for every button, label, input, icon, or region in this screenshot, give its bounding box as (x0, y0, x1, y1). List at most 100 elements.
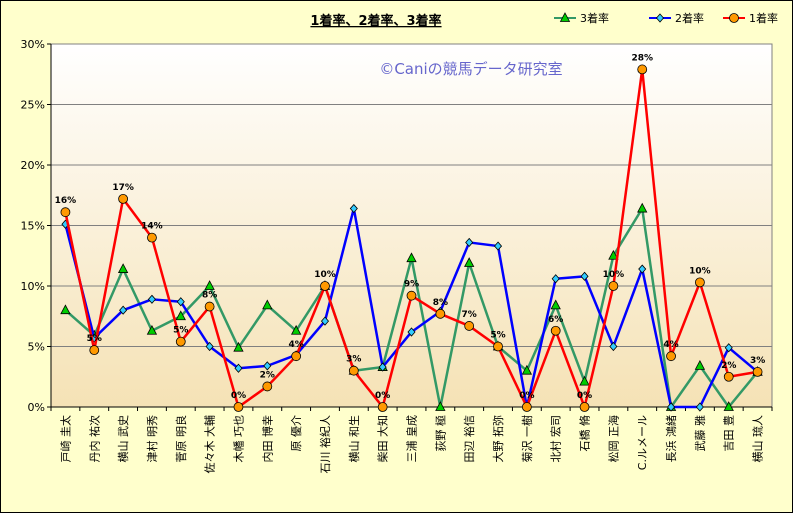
point-2nd (349, 203, 358, 214)
series-layer (60, 64, 763, 412)
data-label: 5% (173, 326, 188, 336)
data-label: 8% (433, 298, 448, 308)
point-1st (291, 351, 302, 362)
data-labels: 16% 5% 17% 14% 5% 8% 0% 2% 4% 10% 3% 0% 9% 8% 7% 5% 0% 6%… (55, 53, 766, 401)
data-label: 28% (631, 53, 653, 63)
point-3rd (60, 304, 71, 315)
point-3rd (464, 257, 475, 267)
point-1st (348, 365, 359, 376)
point-1st (723, 371, 734, 382)
point-3rd (406, 252, 417, 263)
x-tick-label: 三浦 皇成 (405, 415, 419, 463)
y-tick-label: 0% (28, 401, 45, 414)
point-2nd (234, 363, 243, 373)
point-1st (464, 321, 475, 331)
legend-label: 3着率 (580, 11, 609, 25)
y-tick-label: 15% (21, 220, 45, 233)
point-3rd (723, 401, 734, 411)
data-label: 4% (288, 340, 303, 350)
x-tick-label: 戸崎 圭太 (58, 415, 72, 463)
x-tick-label: 柴田 大知 (376, 415, 390, 463)
data-label: 10% (314, 270, 336, 280)
point-3rd (550, 299, 561, 310)
legend-label: 2着率 (675, 11, 704, 25)
point-1st (147, 232, 157, 243)
data-label: 16% (55, 196, 77, 206)
data-label: 8% (202, 291, 217, 301)
point-3rd (435, 401, 446, 411)
point-3rd (262, 299, 273, 310)
x-tick-label: 北村 宏司 (549, 415, 563, 463)
legend-marker (655, 13, 665, 23)
x-tick-label: 石橋 脩 (578, 415, 592, 452)
x-tick-label: 大野 拓弥 (491, 415, 505, 463)
x-axis: 戸崎 圭太 丹内 祐次 横山 武史 津村 明秀 菅原 明良 佐々木 大輔 木幡 巧也 内田 博… (50, 406, 773, 474)
y-tick-label: 5% (28, 341, 45, 354)
point-1st (233, 402, 244, 412)
point-1st (550, 325, 561, 336)
point-3rd (521, 364, 533, 375)
data-label: 9% (404, 280, 419, 290)
point-2nd (695, 402, 704, 412)
data-label: 10% (603, 270, 625, 280)
y-tick-label: 10% (21, 280, 45, 293)
data-label: 0% (577, 391, 592, 401)
point-3rd (694, 360, 706, 370)
point-1st (521, 402, 532, 412)
point-1st (377, 402, 388, 412)
data-label: 14% (141, 222, 163, 232)
data-label: 2% (260, 370, 275, 380)
x-tick-label: 石川 裕紀人 (319, 415, 332, 474)
point-3rd (146, 324, 158, 335)
data-label: 0% (375, 391, 390, 401)
point-1st (204, 301, 215, 312)
x-tick-label: 長浜 鴻緒 (664, 415, 678, 463)
series-1着率 (60, 64, 763, 412)
x-tick-label: 菅原 明良 (174, 415, 188, 463)
point-1st (406, 290, 417, 301)
data-label: 0% (231, 391, 246, 401)
point-3rd (233, 341, 244, 352)
point-1st (320, 281, 330, 291)
data-label: 4% (663, 340, 678, 350)
x-tick-label: 田辺 裕信 (463, 415, 476, 463)
x-tick-label: 松岡 正海 (606, 415, 620, 463)
x-tick-label: 丹内 祐次 (87, 415, 101, 463)
point-1st (262, 381, 273, 392)
point-2nd (119, 305, 128, 315)
legend: 3着率 2着率 1着率 (554, 11, 778, 25)
y-tick-label: 20% (21, 159, 45, 172)
point-1st (637, 64, 648, 75)
data-label: 3% (750, 356, 765, 366)
legend-label: 1着率 (749, 11, 778, 25)
point-1st (89, 345, 100, 356)
point-2nd (667, 402, 676, 412)
data-label: 10% (689, 266, 711, 276)
point-2nd (724, 343, 733, 353)
point-1st (118, 193, 128, 204)
point-1st (435, 308, 446, 319)
x-tick-label: 吉田 豊 (723, 415, 736, 452)
x-tick-label: 津村 明秀 (145, 415, 159, 463)
x-tick-label: 内田 博幸 (260, 415, 274, 463)
point-1st (175, 336, 186, 347)
x-tick-label: 横山 武史 (116, 415, 130, 463)
point-1st (493, 341, 503, 352)
data-label: 17% (112, 183, 134, 193)
x-tick-label: 荻野 極 (433, 415, 447, 452)
data-label: 5% (87, 334, 102, 344)
data-label: 6% (548, 315, 563, 325)
point-2nd (320, 316, 330, 326)
point-2nd (378, 362, 387, 372)
x-tick-label: 木幡 巧也 (231, 415, 245, 463)
y-axis: 0% 5% 10% 15% 20% 25% 30% (21, 38, 52, 414)
point-2nd (465, 237, 474, 248)
point-2nd (493, 241, 503, 251)
point-3rd (637, 202, 648, 213)
point-2nd (407, 327, 416, 337)
point-2nd (638, 264, 647, 274)
x-tick-label: 横山 琉人 (751, 415, 765, 463)
gridlines (51, 104, 772, 347)
